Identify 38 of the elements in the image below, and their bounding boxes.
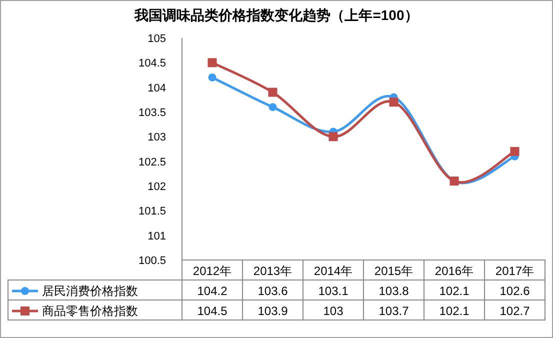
x-tick-label: 2016年 [434,264,474,278]
point [268,88,278,97]
data-label: 103.8 [378,284,410,298]
data-label: 103 [323,304,344,318]
y-tick-label: 103 [148,132,166,144]
y-tick-label: 102.5 [138,156,166,168]
data-label: 103.1 [318,284,349,298]
data-label: 103.7 [378,304,410,318]
y-tick-label: 102 [148,181,166,193]
y-tick-label: 101.5 [138,206,166,218]
data-label: 103.6 [258,284,288,298]
chart-title: 我国调味品类价格指数变化趋势（上年=100） [134,7,418,23]
x-tick-label: 2013年 [253,264,292,278]
y-tick-label: 103.5 [138,107,166,119]
data-label: 104.5 [197,304,228,318]
x-tick-label: 2012年 [192,264,232,278]
data-label: 104.2 [197,284,228,298]
legend-label: 商品零售价格指数 [42,304,138,318]
legend-label: 居民消费价格指数 [42,284,138,298]
data-label: 102.1 [439,284,470,298]
data-label: 102.6 [500,284,530,298]
data-label: 102.7 [500,304,530,318]
x-tick-label: 2014年 [314,264,353,278]
y-tick-label: 104.5 [138,58,166,70]
point [208,58,217,68]
point [208,73,216,82]
y-tick-label: 105 [148,33,166,45]
data-label: 103.9 [258,304,288,318]
point [328,132,338,142]
point [268,103,277,112]
x-tick-label: 2017年 [495,264,534,278]
data-label: 102.1 [439,304,470,318]
y-tick-label: 104 [148,82,166,94]
y-tick-label: 100.5 [138,255,166,267]
point [389,98,398,107]
y-tick-label: 101 [148,230,166,242]
x-tick-label: 2015年 [374,264,414,278]
point [510,146,520,156]
